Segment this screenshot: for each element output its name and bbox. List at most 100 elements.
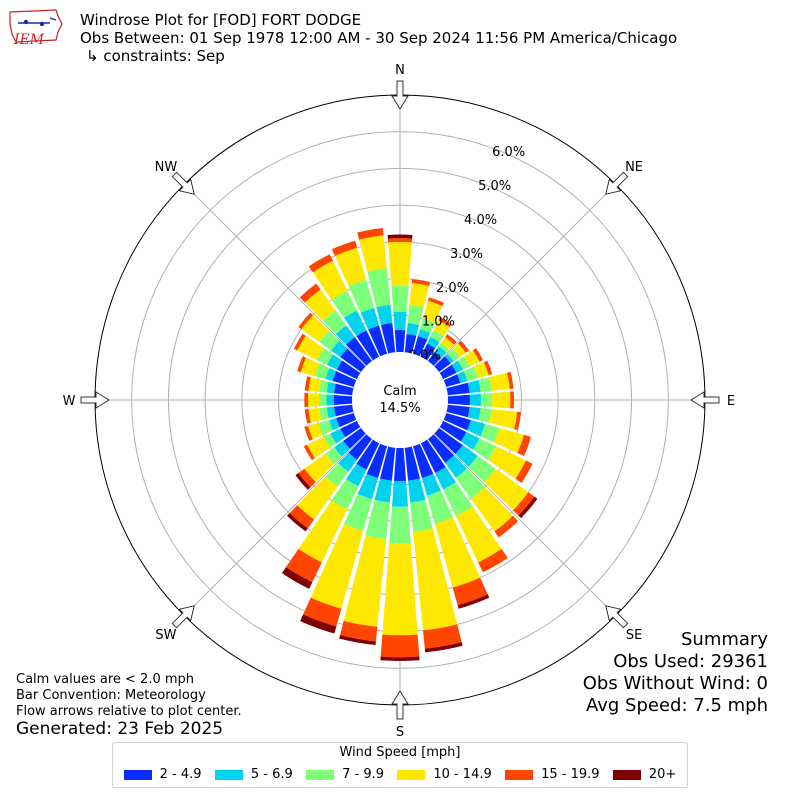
bar-segment	[409, 282, 430, 308]
bar-segment	[303, 597, 342, 627]
bar-segment	[380, 656, 420, 661]
legend-item: 10 - 14.9	[397, 767, 492, 782]
bar-segment	[494, 515, 519, 538]
flow-arrow-icon	[171, 605, 195, 629]
bar-segment	[298, 312, 314, 330]
radial-tick-label: 1.0%	[422, 315, 455, 330]
bar-segment	[314, 363, 330, 380]
bar-segment	[458, 340, 469, 353]
bar-segment	[297, 335, 324, 361]
bar-segment	[356, 330, 380, 361]
bar-segment	[374, 478, 392, 503]
bar-segment	[424, 642, 463, 653]
bar-segment	[515, 460, 533, 483]
grid-spoke	[183, 183, 367, 367]
bar-segment	[445, 334, 457, 345]
bar-segment	[380, 634, 420, 658]
bar-segment	[335, 325, 355, 345]
bar-segment	[408, 478, 426, 503]
flow-arrow-icon	[171, 171, 195, 195]
bar-segment	[420, 343, 436, 361]
bar-segment	[514, 411, 521, 430]
bar-segment	[334, 440, 350, 457]
bar-segment	[326, 354, 343, 370]
bar-segment	[443, 374, 461, 388]
bar-segment	[438, 343, 449, 353]
direction-label: SE	[626, 628, 642, 643]
bar-segment	[376, 304, 393, 326]
flow-arrow-icon	[391, 80, 409, 110]
bar-segment	[379, 446, 396, 481]
bar-segment	[307, 393, 320, 407]
bar-segment	[318, 393, 327, 407]
grid-spoke	[183, 433, 367, 617]
bar-segment	[438, 317, 452, 327]
bar-segment	[304, 289, 336, 321]
bar-segment	[319, 330, 340, 351]
bar-segment	[470, 486, 514, 532]
bar-segment	[304, 409, 311, 424]
bar-segment	[334, 247, 367, 286]
bar-segment	[460, 431, 480, 450]
direction-label: NW	[155, 160, 178, 175]
bar-segment	[317, 348, 334, 365]
bar-segment	[451, 360, 464, 373]
bar-segment	[380, 323, 396, 354]
bar-segment	[366, 443, 388, 479]
bar-segment	[478, 377, 492, 392]
bar-segment	[434, 356, 451, 372]
bar-segment	[298, 468, 316, 488]
bar-segment	[473, 362, 489, 379]
bar-segment	[307, 436, 331, 459]
bar-segment	[326, 381, 336, 394]
bar-segment	[300, 357, 320, 377]
arrow-shape	[391, 80, 409, 110]
bar-segment	[325, 368, 337, 382]
bar-segment	[493, 427, 524, 453]
bar-segment	[491, 391, 511, 409]
direction-label: W	[63, 394, 76, 409]
bar-segment	[343, 428, 366, 449]
bar-segment	[412, 336, 428, 357]
bar-segment	[430, 330, 444, 343]
bar-segment	[455, 468, 485, 499]
legend-label: 2 - 4.9	[159, 767, 202, 782]
radial-tick-label: 4.0%	[464, 213, 497, 228]
legend-label: 15 - 19.9	[541, 767, 600, 782]
legend-item: 7 - 9.9	[306, 767, 384, 782]
bar-segment	[318, 419, 333, 435]
bar-segment	[293, 333, 306, 351]
bar-segment	[513, 492, 535, 516]
bar-segment	[387, 234, 413, 239]
direction-label: NE	[625, 160, 643, 175]
bar-segment	[299, 283, 321, 303]
bar-segment	[333, 404, 354, 417]
bar-segment	[394, 329, 406, 353]
bar-segment	[343, 535, 387, 627]
bar-segment	[427, 336, 440, 349]
bar-segment	[326, 406, 336, 419]
bar-segment	[480, 393, 493, 407]
bar-segment	[345, 337, 372, 366]
bar-segment	[304, 392, 309, 408]
summary-title: Summary	[681, 629, 768, 650]
legend-swatch	[214, 769, 243, 780]
bar-segment	[473, 438, 497, 461]
bar-convention-note: Bar Convention: Meteorology	[16, 688, 206, 703]
bar-segment	[489, 372, 510, 391]
bar-segment	[488, 446, 526, 479]
bar-segment	[326, 394, 334, 406]
grid-spoke	[433, 433, 617, 617]
bar-segment	[435, 466, 457, 490]
bar-segment	[517, 434, 532, 457]
bar-segment	[391, 285, 409, 312]
bar-segment	[483, 360, 493, 376]
bar-segment	[319, 407, 329, 421]
bar-segment	[393, 447, 407, 482]
bar-segment	[412, 443, 434, 479]
bar-segment	[357, 473, 379, 500]
bar-segment	[308, 377, 322, 392]
bar-segment	[446, 382, 470, 396]
legend-swatch	[505, 769, 534, 780]
bar-segment	[445, 455, 467, 478]
